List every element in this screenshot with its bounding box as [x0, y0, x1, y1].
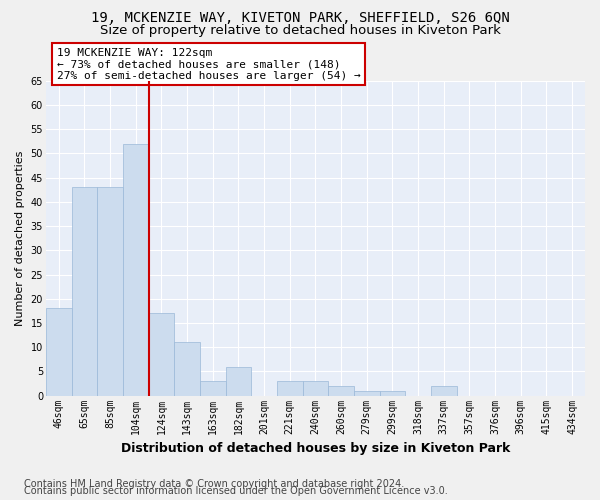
Bar: [431, 386, 457, 396]
Bar: [71, 188, 97, 396]
Bar: [328, 386, 354, 396]
Bar: [46, 308, 71, 396]
Text: Contains public sector information licensed under the Open Government Licence v3: Contains public sector information licen…: [24, 486, 448, 496]
Bar: [354, 391, 380, 396]
Bar: [277, 381, 302, 396]
Bar: [200, 381, 226, 396]
Bar: [174, 342, 200, 396]
X-axis label: Distribution of detached houses by size in Kiveton Park: Distribution of detached houses by size …: [121, 442, 510, 455]
Bar: [226, 366, 251, 396]
Text: 19, MCKENZIE WAY, KIVETON PARK, SHEFFIELD, S26 6QN: 19, MCKENZIE WAY, KIVETON PARK, SHEFFIEL…: [91, 11, 509, 25]
Text: Size of property relative to detached houses in Kiveton Park: Size of property relative to detached ho…: [100, 24, 500, 37]
Bar: [97, 188, 123, 396]
Bar: [123, 144, 149, 396]
Text: 19 MCKENZIE WAY: 122sqm
← 73% of detached houses are smaller (148)
27% of semi-d: 19 MCKENZIE WAY: 122sqm ← 73% of detache…: [56, 48, 361, 80]
Y-axis label: Number of detached properties: Number of detached properties: [15, 150, 25, 326]
Bar: [380, 391, 405, 396]
Text: Contains HM Land Registry data © Crown copyright and database right 2024.: Contains HM Land Registry data © Crown c…: [24, 479, 404, 489]
Bar: [149, 314, 174, 396]
Bar: [302, 381, 328, 396]
